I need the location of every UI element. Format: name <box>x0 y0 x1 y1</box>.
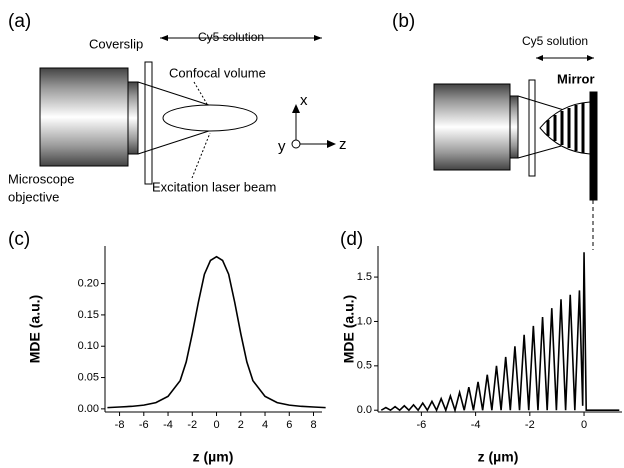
x-tick-label: -8 <box>115 419 125 431</box>
panel-label: (b) <box>392 11 415 32</box>
y-axis-title: MDE (a.u.) <box>341 295 357 363</box>
data-line <box>107 255 326 409</box>
x-tick-label: -6 <box>139 419 149 431</box>
label: objective <box>8 189 59 204</box>
label: z <box>339 136 347 153</box>
x-tick-label: -2 <box>187 419 197 431</box>
panel-label: (d) <box>340 229 363 250</box>
y-tick-label: 0.0 <box>357 404 372 416</box>
arrowhead <box>587 55 594 61</box>
x-tick-label: 0 <box>581 419 587 431</box>
x-tick-label: -4 <box>471 419 481 431</box>
label: y <box>278 138 286 155</box>
beam <box>137 81 216 108</box>
pointer <box>191 132 211 179</box>
y-tick-label: 0.5 <box>357 360 372 372</box>
y-tick-label: 0.10 <box>78 340 99 352</box>
label: Coverslip <box>89 36 143 51</box>
fringe-lines <box>546 103 585 153</box>
x-tick-label: 4 <box>262 419 268 431</box>
mirror-shape <box>589 91 598 201</box>
axis-origin <box>291 139 301 149</box>
y-tick-label: 0.15 <box>78 309 99 321</box>
x-tick-label: -6 <box>416 419 426 431</box>
y-tick-label: 1.5 <box>357 271 372 283</box>
label: x <box>300 92 308 109</box>
label: Cy5 solution <box>198 30 264 44</box>
y-axis-title: MDE (a.u.) <box>27 295 43 363</box>
x-tick-label: 2 <box>238 419 244 431</box>
objective-tip <box>509 95 519 159</box>
label: Microscope <box>8 171 74 186</box>
arrowhead <box>327 140 336 148</box>
panel-label: (a) <box>8 11 31 32</box>
label: Mirror <box>557 71 595 86</box>
x-tick-label: 6 <box>286 419 292 431</box>
arrowhead <box>536 55 543 61</box>
arrowhead <box>160 35 168 41</box>
y-tick-label: 1.0 <box>357 315 372 327</box>
y-tick-label: 0.00 <box>78 403 99 415</box>
panel-label: (c) <box>8 229 30 250</box>
x-axis-title: z (µm) <box>478 449 519 465</box>
y-tick-label: 0.05 <box>78 371 99 383</box>
x-tick-label: -4 <box>163 419 173 431</box>
x-tick-label: 0 <box>213 419 219 431</box>
x-axis-title: z (µm) <box>193 449 234 465</box>
data-line <box>380 252 620 414</box>
x-tick-label: -2 <box>525 419 535 431</box>
arrowhead <box>314 35 322 41</box>
confocal-volume <box>162 104 258 132</box>
coverslip-shape <box>528 79 536 177</box>
y-tick-label: 0.20 <box>78 277 99 289</box>
label: Confocal volume <box>169 65 266 80</box>
x-tick-label: 8 <box>310 419 316 431</box>
label: Excitation laser beam <box>152 179 276 194</box>
pointer <box>193 81 208 105</box>
coverslip-shape <box>144 61 153 185</box>
label: Cy5 solution <box>522 34 588 48</box>
arrowhead <box>292 104 300 113</box>
objective <box>433 83 511 171</box>
beam <box>137 128 216 155</box>
objective-tip <box>127 81 139 155</box>
objective <box>39 67 129 167</box>
